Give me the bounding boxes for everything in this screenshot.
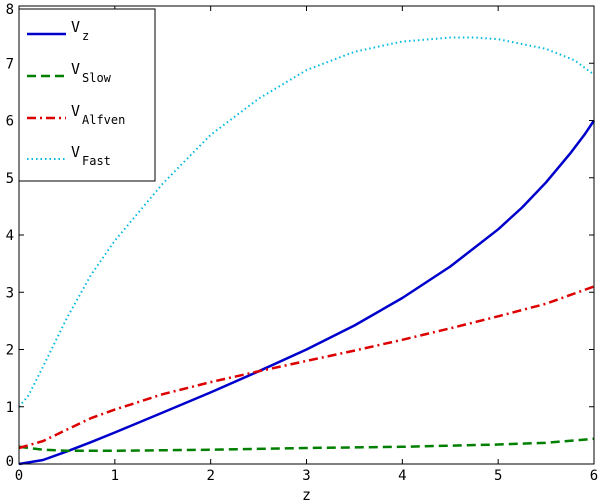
legend-label: V (71, 18, 80, 36)
series-line-slow (18, 437, 595, 453)
y-tick-label: 6 (6, 114, 14, 130)
legend-label: V (71, 60, 80, 78)
x-tick-label: 1 (111, 468, 119, 484)
y-tick-label: 4 (6, 228, 14, 244)
x-tick-label: 4 (398, 468, 406, 484)
series-line-z (18, 119, 596, 466)
legend-box (18, 8, 156, 182)
legend-label-subscript: Fast (82, 154, 111, 168)
legend-label-subscript: z (82, 29, 89, 43)
y-tick-labels: 0 1 2 3 4 5 6 7 8 (6, 2, 14, 470)
legend-label: V (71, 102, 80, 120)
series-line-fast (18, 36, 595, 408)
x-tick-label: 5 (494, 468, 502, 484)
x-tick-label: 2 (206, 468, 214, 484)
x-tick-label: 6 (590, 468, 598, 484)
legend-label: V (71, 143, 80, 161)
y-tick-label: 7 (6, 56, 14, 72)
plot-lines (18, 36, 596, 466)
y-tick-label: 8 (6, 2, 14, 18)
series-line-alfven (18, 285, 595, 450)
legend-label-subscript: Slow (82, 71, 112, 85)
y-tick-label: 2 (6, 343, 14, 359)
legend-label-subscript: Alfven (82, 113, 125, 127)
x-tick-labels: 0 1 2 3 4 5 6 (15, 468, 598, 484)
x-axis-label: z (302, 486, 311, 503)
y-tick-label: 3 (6, 285, 14, 301)
x-tick-label: 0 (15, 468, 23, 484)
y-tick-label: 0 (6, 454, 14, 470)
y-tick-label: 1 (6, 400, 14, 416)
x-tick-label: 3 (302, 468, 310, 484)
y-tick-label: 5 (6, 171, 14, 187)
